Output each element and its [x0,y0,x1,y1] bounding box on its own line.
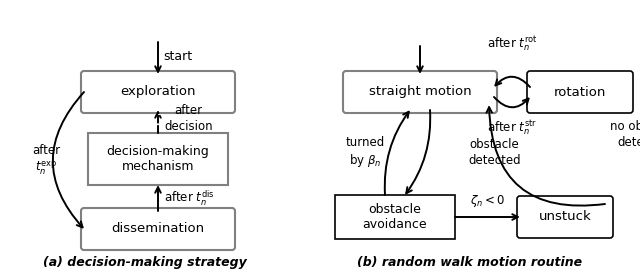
Text: exploration: exploration [120,86,196,99]
FancyBboxPatch shape [517,196,613,238]
Text: rotation: rotation [554,86,606,99]
Text: turned
by $\beta_n$: turned by $\beta_n$ [346,136,385,169]
Text: after $t_n^{\mathrm{rot}}$: after $t_n^{\mathrm{rot}}$ [486,34,538,53]
Text: decision-making
mechanism: decision-making mechanism [107,145,209,173]
Text: after $t_n^{\mathrm{str}}$: after $t_n^{\mathrm{str}}$ [487,119,537,138]
Text: dissemination: dissemination [111,222,205,235]
Text: $\zeta_n < 0$: $\zeta_n < 0$ [470,193,505,209]
Text: obstacle
detected: obstacle detected [468,138,520,166]
Text: start: start [163,50,192,63]
Bar [335,195,455,239]
Text: after
decision: after decision [164,104,212,132]
Text: (a) decision-making strategy: (a) decision-making strategy [43,256,247,269]
Text: unstuck: unstuck [539,211,591,224]
Text: after
$t_n^{\mathrm{exp}}$: after $t_n^{\mathrm{exp}}$ [32,144,60,177]
FancyBboxPatch shape [81,71,235,113]
Text: obstacle
avoidance: obstacle avoidance [363,203,428,231]
FancyBboxPatch shape [343,71,497,113]
Text: after $t_n^{\mathrm{dis}}$: after $t_n^{\mathrm{dis}}$ [164,188,214,208]
Text: no obstacle
detected: no obstacle detected [610,120,640,148]
FancyBboxPatch shape [527,71,633,113]
Text: (b) random walk motion routine: (b) random walk motion routine [357,256,582,269]
Text: straight motion: straight motion [369,86,471,99]
FancyBboxPatch shape [81,208,235,250]
Bar [88,133,228,185]
